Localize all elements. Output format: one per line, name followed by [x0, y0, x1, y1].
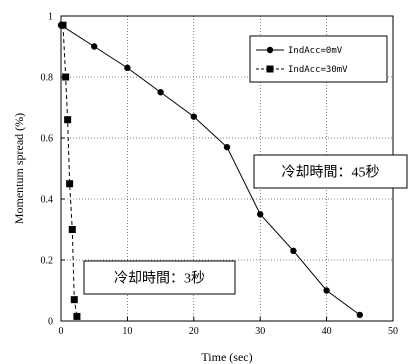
axis-ticks: 0 10 20 30 40 50 0 0.2 0.4 0.6 0.8 1 [41, 12, 399, 338]
legend-label-series-1: IndAcc=0mV [288, 46, 343, 56]
data-point-series-1 [323, 287, 330, 294]
legend-label-series-2: IndAcc=30mV [288, 65, 348, 75]
data-point-series-2 [64, 116, 72, 124]
legend-box [249, 35, 388, 83]
data-point-series-2 [70, 296, 78, 304]
y-tick-label: 1 [48, 12, 53, 23]
x-tick-label: 40 [322, 326, 332, 337]
data-point-series-1 [257, 211, 264, 218]
data-point-series-1 [356, 311, 363, 319]
y-tick-label: 0 [48, 317, 53, 328]
series-line-2 [62, 25, 78, 317]
annotation-text-45s: 冷却時間：45秒 [282, 165, 380, 181]
x-tick-label: 10 [122, 326, 132, 337]
annotation-box-3s [83, 260, 236, 295]
data-point-series-1 [190, 113, 197, 120]
series-line-1 [60, 24, 361, 316]
legend: IndAcc=0mV IndAcc=30mV [249, 35, 388, 83]
series-layer [57, 21, 363, 320]
x-axis-label: Time (sec) [201, 350, 252, 364]
data-point-series-1 [157, 89, 164, 96]
annotation-cooling-time-45s: 冷却時間：45秒 [253, 154, 408, 189]
x-tick-label: 20 [189, 326, 199, 337]
data-point-series-1 [124, 64, 131, 72]
x-tick-label: 30 [255, 326, 265, 337]
x-tick-label: 0 [59, 326, 64, 337]
legend-marker-series-2 [266, 65, 274, 73]
annotation-cooling-time-3s: 冷却時間：3秒 [83, 260, 236, 295]
data-point-series-1 [91, 43, 98, 50]
data-point-series-1 [290, 247, 297, 255]
x-tick-label: 50 [388, 326, 398, 337]
data-point-series-2 [59, 21, 67, 29]
annotation-box-45s [253, 154, 408, 189]
y-tick-label: 0.6 [41, 134, 54, 145]
y-tick-label: 0.8 [41, 73, 54, 84]
data-point-series-2 [68, 226, 76, 233]
data-point-series-1 [223, 143, 231, 151]
annotation-text-3s: 冷却時間：3秒 [114, 271, 205, 287]
legend-marker-series-1 [266, 46, 274, 54]
data-point-series-2 [73, 312, 81, 320]
data-point-series-2 [66, 180, 74, 188]
y-axis-label: Momentum spread (%) [12, 113, 26, 224]
y-tick-label: 0.4 [41, 195, 54, 206]
data-point-series-2 [62, 73, 70, 81]
y-tick-label: 0.2 [41, 256, 54, 267]
